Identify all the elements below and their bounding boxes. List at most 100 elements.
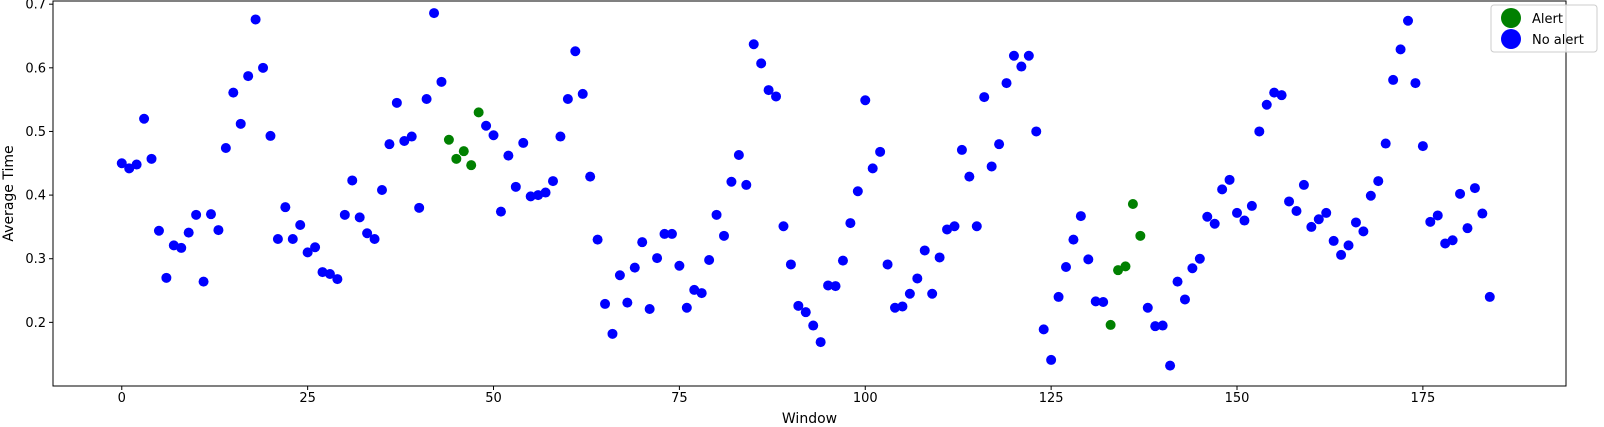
data-point-no-alert [733,150,744,160]
data-point-no-alert [1425,216,1436,227]
data-point-no-alert [228,87,239,98]
data-point-no-alert [979,92,990,103]
data-point-no-alert [800,307,811,318]
data-point-no-alert [1306,221,1317,232]
data-point-no-alert [1484,291,1495,302]
data-point-no-alert [1388,74,1399,85]
data-point-no-alert [890,302,900,313]
data-point-no-alert [354,212,365,223]
data-point-no-alert [1261,99,1272,110]
y-tick-label: 0.6 [25,61,46,76]
data-point-no-alert [1068,234,1079,245]
data-point-no-alert [1224,174,1235,185]
data-point-no-alert [235,118,246,129]
data-point-no-alert [347,175,358,186]
data-point-no-alert [1232,207,1243,218]
data-point-no-alert [666,228,677,239]
x-axis: 0 25 50 75 100 125 150 175 [118,386,1435,406]
data-points [116,8,1495,371]
data-point-no-alert [1254,126,1265,137]
data-point-no-alert [600,298,611,309]
data-point-no-alert [793,300,804,311]
data-point-no-alert [153,225,164,236]
data-point-no-alert [904,288,915,299]
data-point-no-alert [1417,141,1428,152]
data-point-no-alert [302,247,313,258]
data-point-alert [473,107,484,118]
data-point-no-alert [406,131,417,142]
data-point-no-alert [652,253,663,264]
data-point-no-alert [1016,61,1027,72]
data-point-no-alert [258,62,269,73]
data-point-no-alert [1202,211,1213,222]
data-point-no-alert [310,242,321,253]
data-point-no-alert [1075,211,1086,222]
data-point-no-alert [1090,296,1101,307]
data-point-alert [1135,230,1146,241]
data-point-no-alert [1291,206,1302,216]
data-point-no-alert [1298,179,1309,190]
data-point-no-alert [927,288,938,299]
data-point-no-alert [644,304,655,314]
x-tick-label: 175 [1410,391,1435,406]
data-point-no-alert [971,221,982,232]
legend-label-alert: Alert [1532,12,1563,27]
data-point-no-alert [131,159,142,170]
y-tick-label: 0.2 [25,316,46,331]
data-point-no-alert [146,153,157,164]
data-point-no-alert [860,95,871,106]
data-point-no-alert [191,209,202,220]
data-point-no-alert [1187,263,1198,274]
data-point-no-alert [808,320,819,331]
data-point-no-alert [867,163,878,174]
data-point-no-alert [1447,235,1458,246]
data-point-no-alert [756,58,767,69]
data-point-no-alert [1150,321,1161,332]
data-point-no-alert [964,171,975,182]
data-point-no-alert [1373,176,1384,187]
data-point-no-alert [280,202,291,213]
data-point-no-alert [1023,50,1034,61]
data-point-no-alert [421,94,432,104]
x-tick-label: 150 [1225,391,1250,406]
data-point-no-alert [719,230,729,241]
data-point-alert [458,146,469,157]
data-point-alert [451,153,462,164]
data-point-no-alert [1046,354,1057,365]
data-point-no-alert [882,259,893,270]
data-point-no-alert [592,234,603,245]
data-point-no-alert [399,136,410,146]
data-point-alert [466,160,477,171]
data-point-no-alert [741,179,752,190]
data-point-no-alert [1172,276,1183,287]
data-point-no-alert [1403,15,1414,26]
data-point-no-alert [763,85,774,96]
x-tick-label: 100 [853,391,878,406]
data-point-no-alert [1410,78,1421,89]
data-point-no-alert [1462,223,1473,234]
data-point-no-alert [503,150,514,161]
legend-label-no-alert: No alert [1532,33,1584,48]
data-point-no-alert [1380,138,1391,149]
legend: Alert No alert [1490,4,1598,53]
x-tick-label: 125 [1039,391,1064,406]
data-point-alert [443,134,454,145]
data-point-no-alert [837,255,848,266]
data-point-no-alert [198,276,209,287]
data-point-alert [1120,261,1131,272]
data-point-no-alert [986,161,997,172]
data-point-no-alert [272,234,283,244]
data-point-no-alert [622,297,633,308]
data-point-no-alert [681,302,692,313]
data-point-alert [1113,265,1124,276]
data-point-no-alert [1469,183,1480,194]
data-point-no-alert [265,130,276,141]
data-point-no-alert [912,273,923,284]
data-point-no-alert [1276,90,1287,101]
data-point-no-alert [1194,253,1205,264]
data-point-no-alert [436,76,447,87]
data-point-no-alert [213,225,224,236]
data-point-no-alert [332,274,343,285]
y-tick-label: 0.4 [25,189,46,204]
data-point-no-alert [183,227,194,238]
